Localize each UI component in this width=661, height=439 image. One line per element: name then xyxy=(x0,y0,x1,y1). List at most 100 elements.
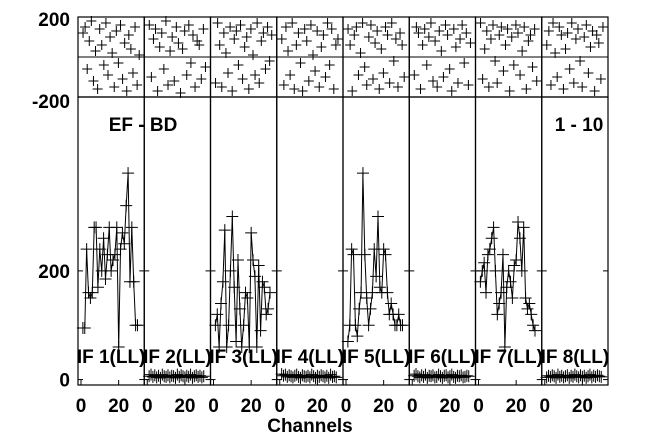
residual-point xyxy=(98,60,109,70)
residual-point xyxy=(591,30,602,40)
data-point xyxy=(377,243,390,256)
residual-point xyxy=(326,24,337,34)
data-point xyxy=(108,248,121,261)
residual-point xyxy=(415,84,426,94)
residual-point xyxy=(130,22,141,32)
residual-point xyxy=(235,20,246,30)
data-point xyxy=(478,256,491,269)
residual-point xyxy=(260,64,271,74)
residual-point xyxy=(575,56,586,66)
residual-point xyxy=(194,40,205,50)
main-frame xyxy=(408,96,477,386)
series-panel: IF 8(LL) xyxy=(541,16,609,386)
residual-point xyxy=(548,18,559,28)
residual-point xyxy=(134,50,145,60)
residual-point xyxy=(382,30,393,40)
residual-point xyxy=(512,28,523,38)
residual-point xyxy=(312,26,323,36)
data-point xyxy=(256,275,269,288)
residual-point xyxy=(359,62,370,72)
residual-point xyxy=(169,76,180,86)
data-point xyxy=(360,292,373,305)
residual-point xyxy=(121,86,132,96)
residual-point xyxy=(115,20,126,30)
residual-point xyxy=(417,40,428,50)
residual-point xyxy=(568,78,579,88)
data-point xyxy=(125,221,138,234)
data-point xyxy=(476,264,489,277)
residual-point xyxy=(187,30,198,40)
residual-point xyxy=(413,28,424,38)
residual-point xyxy=(411,22,422,32)
residual-point xyxy=(543,26,554,36)
residual-point xyxy=(392,82,403,92)
top-ytick-max: 200 xyxy=(38,10,70,31)
xtick-label: 0 xyxy=(142,396,153,417)
residual-point xyxy=(243,84,254,94)
data-point xyxy=(209,319,222,332)
residual-point xyxy=(111,26,122,36)
residual-point xyxy=(225,22,236,32)
residual-point xyxy=(448,24,459,34)
series-label: IF 6(LL) xyxy=(408,347,477,368)
data-point xyxy=(131,319,144,332)
residual-point xyxy=(293,28,304,38)
data-point xyxy=(224,264,237,277)
residual-point xyxy=(266,30,277,40)
residual-point xyxy=(254,78,265,88)
residual-point xyxy=(247,50,258,60)
data-point xyxy=(493,297,506,310)
data-point xyxy=(250,340,263,353)
data-point xyxy=(197,370,210,383)
residual-point xyxy=(144,20,155,30)
residual-point xyxy=(345,40,356,50)
data-point xyxy=(593,370,606,383)
data-point xyxy=(237,319,250,332)
data-point xyxy=(351,330,364,343)
residual-point xyxy=(349,30,360,40)
residual-point xyxy=(510,20,521,30)
residual-point xyxy=(357,18,368,28)
residual-point xyxy=(552,72,563,82)
series-panel: IF 4(LL) xyxy=(276,16,344,386)
data-point xyxy=(211,308,224,321)
residual-point xyxy=(90,46,101,56)
residual-point xyxy=(328,84,339,94)
data-point xyxy=(195,371,208,384)
main-frame xyxy=(541,96,609,386)
residual-point xyxy=(595,74,606,84)
residual-point xyxy=(163,80,174,90)
data-point xyxy=(523,297,536,310)
residual-point xyxy=(380,22,391,32)
data-point xyxy=(110,221,123,234)
residual-point xyxy=(556,30,567,40)
data-point xyxy=(385,297,398,310)
residual-point xyxy=(353,70,364,80)
residual-point xyxy=(508,60,519,70)
data-point xyxy=(347,248,360,261)
residual-point xyxy=(363,32,374,42)
residual-point xyxy=(376,44,387,54)
residual-point xyxy=(289,84,300,94)
residual-point xyxy=(173,38,184,48)
residual-point xyxy=(123,30,134,40)
residual-point xyxy=(531,76,542,86)
residual-point xyxy=(245,24,256,34)
main-ytick-label: 0 xyxy=(59,371,70,392)
data-point xyxy=(86,286,99,299)
data-point xyxy=(233,302,246,315)
main-frame xyxy=(209,96,278,386)
residual-point xyxy=(330,40,341,50)
residual-point xyxy=(444,64,455,74)
series-line xyxy=(479,221,536,348)
series-line xyxy=(347,173,403,342)
residual-point xyxy=(231,26,242,36)
residual-point xyxy=(436,46,447,56)
data-point xyxy=(349,319,362,332)
residual-point xyxy=(564,64,575,74)
series-panel: IF 3(LL) xyxy=(209,16,278,386)
residual-point xyxy=(452,78,463,88)
series-label: IF 2(LL) xyxy=(143,347,212,368)
data-point xyxy=(460,369,473,382)
residual-point xyxy=(322,18,333,28)
